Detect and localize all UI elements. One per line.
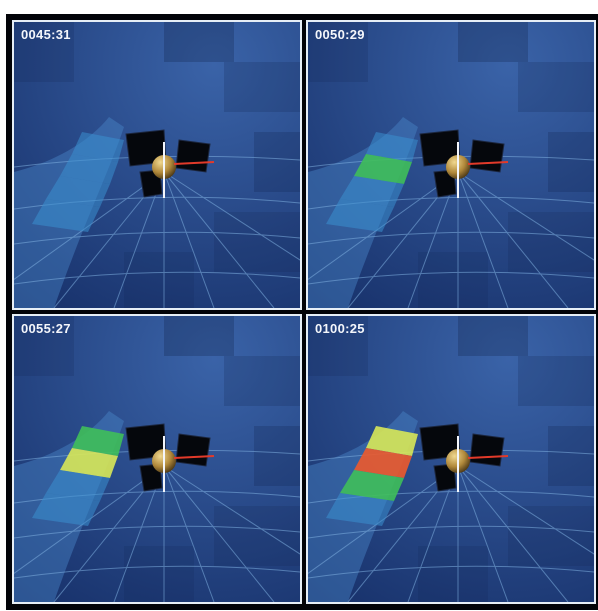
grid-ray bbox=[163, 465, 300, 555]
grid-ray bbox=[457, 171, 509, 308]
grid-arc bbox=[308, 565, 594, 579]
heat-band-segment bbox=[366, 426, 418, 456]
grid-lines bbox=[14, 449, 300, 602]
heat-band-segment bbox=[340, 470, 404, 501]
shadow-tile bbox=[14, 316, 74, 376]
grid-arc bbox=[14, 231, 300, 245]
shadow-tile bbox=[214, 212, 300, 272]
grid-ray bbox=[457, 171, 569, 308]
shadow-tile bbox=[164, 22, 234, 62]
heat-band-segment bbox=[72, 132, 124, 162]
shadow-tile bbox=[308, 316, 368, 376]
axis-red bbox=[467, 161, 509, 165]
solar-panel-right bbox=[469, 139, 505, 173]
frame-panel-3: 0055:27 bbox=[12, 314, 302, 604]
shadow-tile bbox=[508, 212, 594, 272]
axis-red bbox=[173, 161, 215, 165]
grid-ray bbox=[163, 465, 275, 602]
timestamp-label: 0100:25 bbox=[315, 321, 365, 336]
shadow-tile bbox=[254, 132, 300, 192]
heat-band-segment bbox=[32, 493, 100, 526]
shadow-tile bbox=[308, 22, 368, 82]
shadow-tile bbox=[254, 426, 300, 486]
grid-arc bbox=[308, 525, 594, 539]
solar-panel-right bbox=[469, 433, 505, 467]
grid-ray bbox=[457, 171, 594, 261]
solar-panel-right bbox=[175, 433, 211, 467]
grid-ray bbox=[457, 465, 594, 555]
grid-ray bbox=[457, 465, 569, 602]
shadow-tile bbox=[518, 356, 594, 406]
grid-ray bbox=[163, 171, 215, 308]
frame-panel-2: 0050:29 bbox=[306, 20, 596, 310]
shadow-tile bbox=[458, 22, 528, 62]
shadow-tile bbox=[508, 506, 594, 566]
grid-ray bbox=[14, 171, 165, 280]
shadow-tile bbox=[418, 546, 488, 602]
heat-band-segment bbox=[326, 199, 394, 232]
heat-band-segment bbox=[326, 493, 394, 526]
heat-band-segment bbox=[46, 176, 110, 207]
grid-ray bbox=[163, 171, 300, 261]
grid-arc bbox=[308, 271, 594, 285]
grid-ray bbox=[163, 465, 215, 602]
heat-band-segment bbox=[366, 132, 418, 162]
heat-band-segment bbox=[46, 470, 110, 501]
heat-band-segment bbox=[340, 176, 404, 207]
timestamp-label: 0045:31 bbox=[21, 27, 71, 42]
shadow-tile bbox=[418, 252, 488, 308]
heat-band-segment bbox=[354, 448, 412, 478]
shadow-tile bbox=[224, 62, 300, 112]
scene-view bbox=[14, 316, 300, 602]
shadow-tile bbox=[548, 426, 594, 486]
shadow-tile bbox=[124, 252, 194, 308]
shadow-tile bbox=[224, 356, 300, 406]
shadow-tile bbox=[518, 62, 594, 112]
solar-panel-right bbox=[175, 139, 211, 173]
shadow-tile bbox=[214, 506, 300, 566]
heat-band-segment bbox=[72, 426, 124, 456]
axis-red bbox=[173, 455, 215, 459]
grid-ray bbox=[308, 171, 459, 280]
spacecraft bbox=[125, 129, 211, 198]
grid-ray bbox=[14, 465, 165, 574]
scene-view bbox=[308, 316, 594, 602]
heat-band-segment bbox=[354, 154, 412, 184]
grid-arc bbox=[14, 525, 300, 539]
axis-red bbox=[467, 455, 509, 459]
shadow-tile bbox=[164, 316, 234, 356]
grid-lines bbox=[308, 155, 594, 308]
grid-arc bbox=[14, 565, 300, 579]
shadow-tile bbox=[548, 132, 594, 192]
scene-view bbox=[14, 22, 300, 308]
frame-panel-4: 0100:25 bbox=[306, 314, 596, 604]
shadow-tile bbox=[458, 316, 528, 356]
figure-frame: 0045:31 0050:29 0055:27 0100:25 bbox=[6, 14, 598, 610]
grid-ray bbox=[308, 465, 459, 574]
heat-band-segment bbox=[32, 199, 100, 232]
shadow-tile bbox=[14, 22, 74, 82]
frame-panel-1: 0045:31 bbox=[12, 20, 302, 310]
grid-ray bbox=[163, 171, 275, 308]
grid-ray bbox=[457, 465, 509, 602]
scene-view bbox=[308, 22, 594, 308]
shadow-tile bbox=[124, 546, 194, 602]
grid-arc bbox=[308, 231, 594, 245]
timestamp-label: 0050:29 bbox=[315, 27, 365, 42]
timestamp-label: 0055:27 bbox=[21, 321, 71, 336]
heat-band-segment bbox=[60, 448, 118, 478]
grid-arc bbox=[14, 271, 300, 285]
heat-band-segment bbox=[60, 154, 118, 184]
